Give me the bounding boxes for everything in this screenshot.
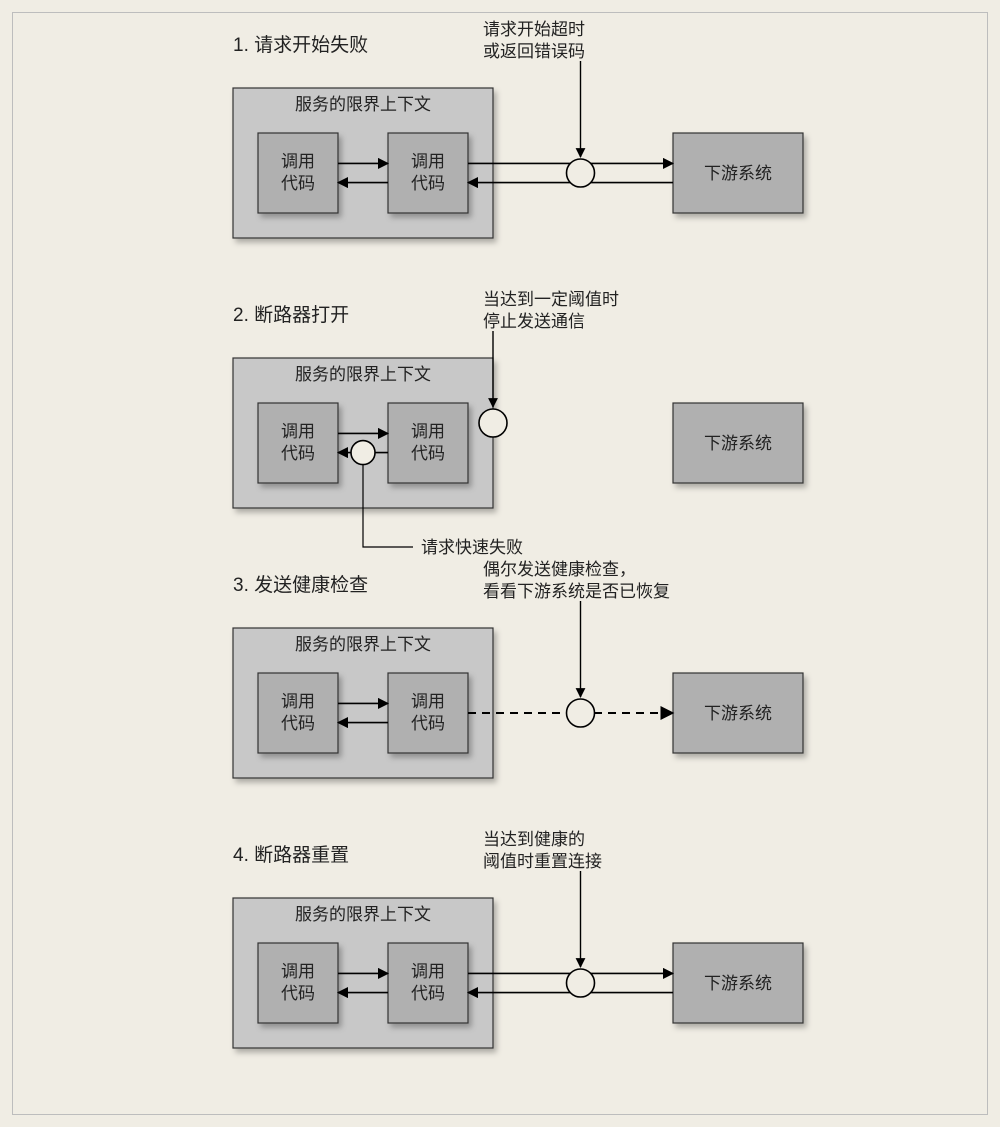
caller-box-2 — [388, 673, 468, 753]
breaker-circle — [567, 159, 595, 187]
annotation-bottom: 请求快速失败 — [421, 538, 523, 557]
breaker-circle — [567, 969, 595, 997]
caller-label: 调用 — [411, 152, 445, 171]
caller-label: 调用 — [411, 422, 445, 441]
downstream-label: 下游系统 — [704, 704, 772, 723]
downstream-label: 下游系统 — [704, 434, 772, 453]
caller-label: 代码 — [411, 984, 445, 1003]
panel-title: 1. 请求开始失败 — [233, 34, 368, 56]
downstream-label: 下游系统 — [704, 164, 772, 183]
fast-fail-circle — [351, 441, 375, 465]
caller-label: 代码 — [281, 984, 315, 1003]
caller-box-2 — [388, 943, 468, 1023]
caller-box-1 — [258, 133, 338, 213]
breaker-circle — [567, 699, 595, 727]
breaker-circle — [479, 409, 507, 437]
caller-label: 代码 — [281, 174, 315, 193]
panel-title: 4. 断路器重置 — [233, 844, 349, 866]
caller-box-1 — [258, 403, 338, 483]
annotation-top-line: 偶尔发送健康检查， — [483, 560, 636, 579]
panel-title: 3. 发送健康检查 — [233, 574, 368, 596]
caller-label: 调用 — [281, 962, 315, 981]
caller-label: 代码 — [281, 714, 315, 733]
panel-4: 4. 断路器重置 当达到健康的阈值时重置连接服务的限界上下文调用代码 调用代码 下游系… — [233, 830, 803, 1048]
context-label: 服务的限界上下文 — [295, 905, 431, 924]
caller-label: 调用 — [411, 692, 445, 711]
panel-2: 2. 断路器打开 当达到一定阈值时停止发送通信服务的限界上下文调用代码 调用代码 下游… — [233, 290, 803, 557]
caller-label: 代码 — [411, 714, 445, 733]
caller-box-1 — [258, 673, 338, 753]
context-label: 服务的限界上下文 — [295, 365, 431, 384]
annotation-top-line: 当达到一定阈值时 — [483, 290, 619, 309]
annotation-top-line: 当达到健康的 — [483, 830, 585, 849]
panel-title: 2. 断路器打开 — [233, 304, 349, 326]
caller-label: 调用 — [411, 962, 445, 981]
annotation-top-line: 请求开始超时 — [483, 20, 585, 39]
caller-label: 调用 — [281, 692, 315, 711]
annotation-top-line: 停止发送通信 — [483, 312, 585, 331]
caller-label: 代码 — [411, 444, 445, 463]
caller-label: 调用 — [281, 422, 315, 441]
annotation-top-line: 看看下游系统是否已恢复 — [483, 582, 670, 601]
downstream-label: 下游系统 — [704, 974, 772, 993]
circuit-breaker-diagram: 1. 请求开始失败请求开始超时或返回错误码服务的限界上下文调用代码调用代码下游系… — [13, 13, 987, 1114]
caller-box-2 — [388, 133, 468, 213]
annotation-top-line: 阈值时重置连接 — [483, 852, 602, 871]
annotation-top-line: 或返回错误码 — [483, 42, 585, 61]
caller-label: 代码 — [411, 174, 445, 193]
panel-3: 3. 发送健康检查 偶尔发送健康检查， 看看下游系统是否已恢复服务的限界上下文调用代… — [233, 560, 803, 778]
panel-1: 1. 请求开始失败 请求开始超时或返回错误码服务的限界上下文调用代码 调用代码 下游系… — [233, 20, 803, 238]
context-label: 服务的限界上下文 — [295, 95, 431, 114]
caller-label: 代码 — [281, 444, 315, 463]
caller-label: 调用 — [281, 152, 315, 171]
caller-box-1 — [258, 943, 338, 1023]
caller-box-2 — [388, 403, 468, 483]
context-label: 服务的限界上下文 — [295, 635, 431, 654]
